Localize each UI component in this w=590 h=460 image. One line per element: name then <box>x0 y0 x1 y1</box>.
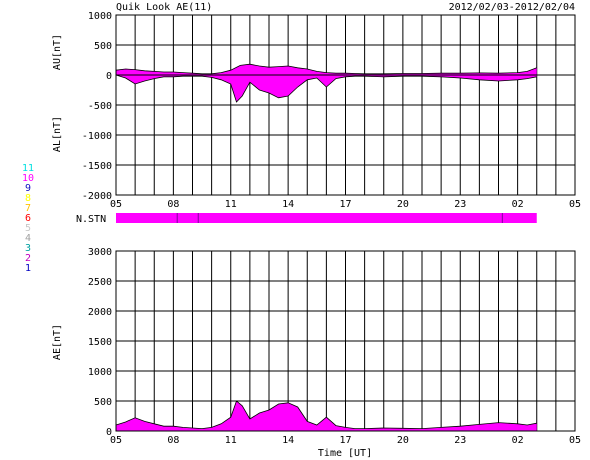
station-legend-item: 10 <box>22 173 34 184</box>
au-al-data <box>115 63 575 103</box>
au-al-x-tick-label: 23 <box>454 199 466 210</box>
au-al-x-tick-label: 20 <box>397 199 409 210</box>
au-al-x-tick-label: 05 <box>110 199 122 210</box>
station-legend-item: 9 <box>25 183 31 194</box>
au-al-y-tick-label: 500 <box>94 41 112 52</box>
ae-y-tick-label: 2000 <box>88 307 112 318</box>
ae-x-tick-label: 05 <box>110 435 122 446</box>
ae-axis-label: AE[nT] <box>52 324 63 360</box>
au-al-y-tick-label: -1500 <box>82 161 112 172</box>
ae-grid <box>116 251 575 431</box>
au-al-y-tick-label: 0 <box>106 71 112 82</box>
ae-x-tick-label: 20 <box>397 435 409 446</box>
au-axis-label: AU[nT] <box>52 34 63 70</box>
ae-frame <box>115 250 576 432</box>
nstn-label: N.STN <box>76 214 106 225</box>
au-al-x-tick-label: 02 <box>512 199 524 210</box>
date-range: 2012/02/03-2012/02/04 <box>449 2 575 13</box>
time-axis-label: Time [UT] <box>318 448 372 459</box>
series-au-line <box>115 63 537 75</box>
ae-y-tick-label: 1000 <box>88 367 112 378</box>
ae-x-tick-label: 11 <box>225 435 237 446</box>
au-al-x-tick-label: 17 <box>339 199 351 210</box>
series-ae-area <box>116 401 537 431</box>
au-al-y-tick-label: 1000 <box>88 11 112 22</box>
ae-y-tick-label: 1500 <box>88 337 112 348</box>
ae-y-tick-label: 3000 <box>88 247 112 258</box>
ae-x-tick-label: 08 <box>167 435 179 446</box>
ae-y-tick-label: 0 <box>106 427 112 438</box>
ae-x-tick-label: 14 <box>282 435 294 446</box>
station-legend-item: 5 <box>25 223 31 234</box>
station-legend-item: 11 <box>22 163 34 174</box>
ae-x-tick-label: 23 <box>454 435 466 446</box>
series-ae-line <box>115 400 537 430</box>
station-legend-item: 4 <box>25 233 31 244</box>
au-al-grid <box>116 15 575 195</box>
series-al-line <box>115 74 537 103</box>
au-al-y-tick-label: -2000 <box>82 191 112 202</box>
ae-y-tick-label: 500 <box>94 397 112 408</box>
station-legend-item: 3 <box>25 243 31 254</box>
ae-data <box>115 400 537 431</box>
al-axis-label: AL[nT] <box>52 116 63 152</box>
chart-title: Quik Look AE(11) <box>116 2 212 13</box>
station-legend-item: 6 <box>25 213 31 224</box>
au-al-x-tick-label: 05 <box>569 199 581 210</box>
station-legend-item: 7 <box>25 203 31 214</box>
ae-y-tick-label: 2500 <box>88 277 112 288</box>
station-legend-item: 2 <box>25 253 31 264</box>
au-al-y-tick-label: -500 <box>88 101 112 112</box>
station-bar-fill <box>116 213 537 223</box>
station-legend-item: 8 <box>25 193 31 204</box>
au-al-x-tick-label: 14 <box>282 199 294 210</box>
ae-x-tick-label: 02 <box>512 435 524 446</box>
au-al-x-tick-label: 08 <box>167 199 179 210</box>
au-al-x-tick-label: 11 <box>225 199 237 210</box>
ae-x-tick-label: 17 <box>339 435 351 446</box>
au-al-y-tick-label: -1000 <box>82 131 112 142</box>
station-legend-item: 1 <box>25 263 31 274</box>
ae-x-tick-label: 05 <box>569 435 581 446</box>
au-al-frame <box>115 14 576 196</box>
station-count-bar <box>116 213 537 223</box>
